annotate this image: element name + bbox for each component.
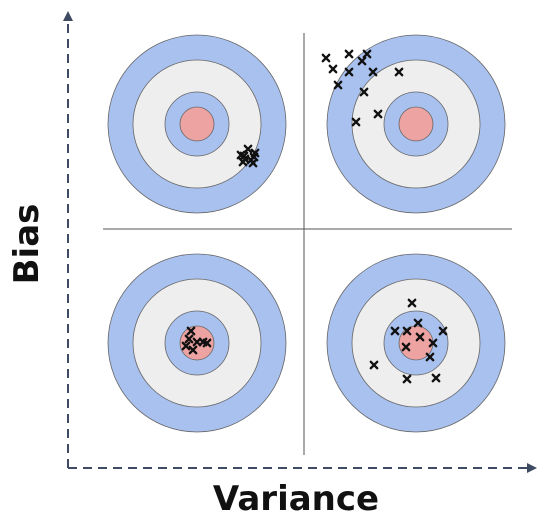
target-low-variance-low-bias — [108, 254, 286, 432]
bullseye — [399, 107, 433, 141]
target-high-variance-high-bias — [323, 35, 505, 213]
bullseye — [180, 107, 214, 141]
x-axis-label: Variance — [213, 479, 379, 519]
target-high-variance-low-bias — [327, 254, 505, 432]
hit-marker — [346, 51, 352, 57]
target-low-variance-high-bias — [108, 35, 286, 213]
hit-marker — [330, 66, 336, 72]
hit-marker — [323, 55, 329, 61]
y-axis-label: Bias — [7, 204, 47, 285]
